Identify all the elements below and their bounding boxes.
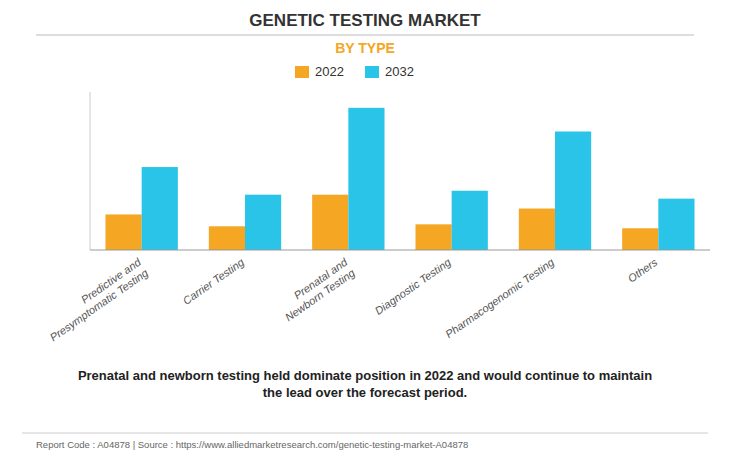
x-tick-label: Others bbox=[626, 256, 660, 285]
footer-rule bbox=[22, 433, 708, 434]
bar bbox=[348, 108, 384, 250]
title: GENETIC TESTING MARKET bbox=[249, 11, 481, 30]
bar bbox=[209, 226, 245, 250]
x-tick-label: Diagnostic Testing bbox=[373, 255, 454, 317]
x-tick-label: Predictive andPresymptomatic Testing bbox=[40, 255, 151, 343]
x-tick-label: Carrier Testing bbox=[181, 255, 247, 306]
subtitle: BY TYPE bbox=[335, 40, 395, 56]
bars bbox=[106, 108, 695, 250]
bar bbox=[658, 199, 694, 250]
bar bbox=[245, 195, 281, 250]
legend-swatch bbox=[365, 66, 379, 78]
bar bbox=[452, 191, 488, 250]
bar bbox=[106, 214, 142, 250]
footer: Report Code : A04878 | Source : https://… bbox=[36, 439, 468, 450]
legend-label: 2032 bbox=[385, 64, 414, 79]
chart-svg: GENETIC TESTING MARKET BY TYPE 2022 2032 Pre… bbox=[0, 0, 730, 473]
bar bbox=[312, 195, 348, 250]
bar bbox=[416, 224, 452, 250]
legend: 2022 2032 bbox=[295, 64, 414, 79]
x-tick-label: Pharmacogenomic Testing bbox=[443, 255, 557, 340]
legend-swatch bbox=[295, 66, 309, 78]
bar bbox=[622, 228, 658, 250]
bar bbox=[555, 132, 591, 251]
bar bbox=[142, 167, 178, 250]
background bbox=[0, 0, 730, 473]
chart-container: GENETIC TESTING MARKET BY TYPE 2022 2032 Pre… bbox=[0, 0, 730, 473]
title-rule bbox=[36, 35, 694, 36]
bar bbox=[519, 209, 555, 250]
annotation: Prenatal and newborn testing held domina… bbox=[78, 368, 652, 400]
y-axis-line bbox=[90, 92, 91, 250]
x-axis-line bbox=[90, 250, 710, 251]
x-tick-label: Prenatal andNewborn Testing bbox=[275, 255, 357, 323]
legend-label: 2022 bbox=[315, 64, 344, 79]
